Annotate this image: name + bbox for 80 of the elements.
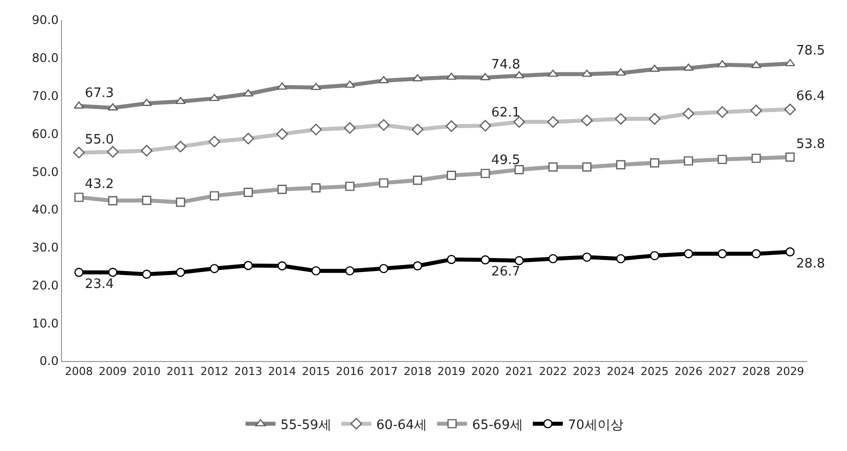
- point: [176, 268, 186, 277]
- x-tick-label: 2021: [505, 365, 534, 378]
- y-tick-label: 50.0: [32, 164, 59, 179]
- x-tick-label: 2020: [471, 365, 500, 378]
- point: [175, 96, 186, 104]
- y-tick-label: 40.0: [32, 202, 59, 217]
- y-tick-label: 10.0: [32, 316, 59, 330]
- point: [74, 101, 84, 109]
- data-label: 55.0: [84, 132, 114, 148]
- x-tick-label: 2022: [539, 365, 568, 378]
- legend-label: 70세이상: [568, 418, 624, 433]
- data-label: 28.8: [796, 256, 826, 272]
- x-tick-label: 2013: [234, 365, 262, 378]
- x-tick-label: 2009: [98, 365, 127, 378]
- point: [142, 270, 152, 279]
- point: [210, 264, 219, 274]
- point: [243, 89, 254, 96]
- x-tick-label: 2026: [674, 365, 702, 378]
- x-tick-label: 2025: [640, 365, 669, 378]
- data-label: 62.1: [491, 105, 520, 120]
- x-tick-label: 2019: [437, 365, 466, 378]
- point: [650, 251, 660, 260]
- x-tick-label: 2015: [302, 365, 330, 378]
- x-tick-label: 2024: [606, 365, 635, 378]
- point: [616, 254, 626, 264]
- x-tick-label: 2012: [200, 365, 228, 378]
- x-tick-label: 2029: [776, 365, 804, 378]
- point: [548, 254, 558, 264]
- x-tick-label: 2017: [370, 365, 398, 378]
- data-label: 66.4: [796, 89, 826, 104]
- y-tick-label: 80.0: [32, 51, 59, 66]
- data-label: 26.7: [491, 264, 520, 280]
- data-label: 43.2: [84, 177, 114, 192]
- data-label: 49.5: [491, 153, 520, 168]
- point: [616, 68, 626, 76]
- x-tick-label: 2028: [742, 365, 770, 378]
- point: [784, 58, 796, 66]
- point: [718, 249, 727, 258]
- x-tick-label: 2010: [132, 365, 161, 378]
- x-tick-label: 2016: [336, 365, 364, 378]
- legend-label: 65-69세: [472, 418, 523, 433]
- x-tick-label: 2011: [166, 365, 195, 378]
- data-label: 53.8: [796, 136, 826, 152]
- point: [74, 268, 84, 277]
- point: [379, 264, 388, 274]
- y-tick-label: 30.0: [32, 240, 59, 255]
- point: [310, 82, 322, 90]
- data-label: 23.4: [84, 277, 114, 292]
- x-tick-label: 2008: [64, 365, 93, 378]
- x-tick-label: 2027: [708, 365, 736, 378]
- x-tick-label: 2023: [572, 365, 601, 378]
- point: [412, 261, 422, 270]
- point: [750, 60, 762, 68]
- point: [108, 268, 118, 277]
- x-tick-label: 2014: [268, 365, 296, 378]
- point: [752, 249, 761, 258]
- point: [276, 82, 288, 90]
- y-tick-label: 0.0: [40, 354, 59, 368]
- point: [446, 254, 456, 264]
- data-label: 67.3: [84, 86, 114, 101]
- point: [209, 94, 220, 102]
- point: [480, 255, 490, 264]
- x-tick-label: 2018: [404, 365, 432, 378]
- y-tick-label: 20.0: [32, 278, 59, 292]
- point: [311, 266, 321, 276]
- point: [785, 247, 795, 256]
- y-tick-label: 90.0: [32, 13, 59, 28]
- point: [278, 261, 287, 270]
- point: [244, 260, 253, 270]
- point: [345, 266, 354, 276]
- legend-label: 60-64세: [376, 418, 428, 433]
- data-label: 78.5: [796, 43, 826, 58]
- legend-label: 55-59세: [280, 418, 332, 433]
- y-tick-label: 70.0: [32, 88, 59, 103]
- point: [514, 256, 524, 266]
- point: [684, 249, 694, 258]
- y-tick-label: 60.0: [32, 126, 59, 141]
- point: [582, 252, 592, 262]
- point: [480, 72, 491, 80]
- data-label: 74.8: [491, 57, 520, 72]
